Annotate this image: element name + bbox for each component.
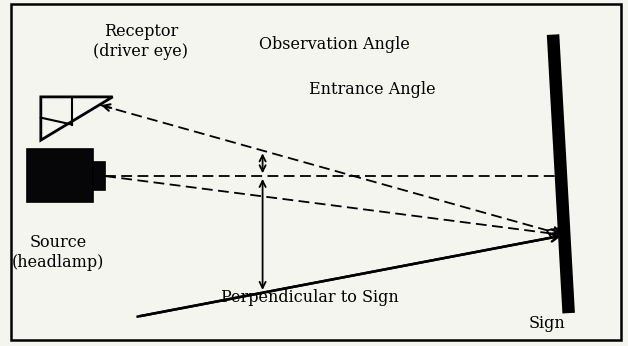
Text: Sign: Sign xyxy=(528,315,565,332)
Bar xyxy=(27,149,93,202)
Text: Receptor
(driver eye): Receptor (driver eye) xyxy=(94,23,188,60)
Bar xyxy=(93,162,105,190)
Text: Entrance Angle: Entrance Angle xyxy=(308,81,435,99)
Text: Source
(headlamp): Source (headlamp) xyxy=(12,234,104,271)
Text: Observation Angle: Observation Angle xyxy=(259,36,410,54)
Text: Perpendicular to Sign: Perpendicular to Sign xyxy=(220,289,398,306)
